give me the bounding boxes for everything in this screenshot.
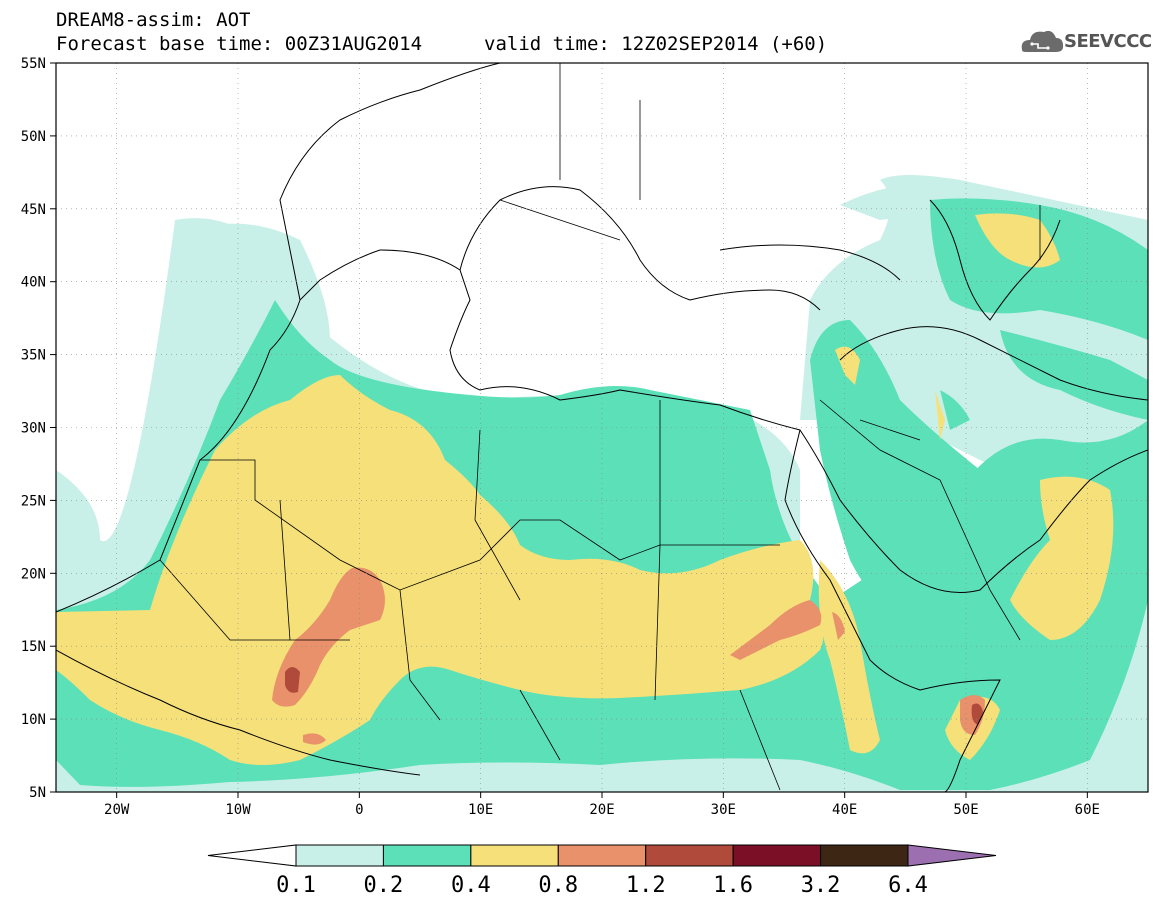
colorbar-level-label: 0.1 (276, 873, 316, 898)
colorbar-high-extension (907, 844, 997, 867)
colorbar-level-label: 0.4 (450, 873, 491, 898)
lat-tick-label: 35N (21, 348, 46, 364)
lon-tick-label: 10W (225, 802, 251, 818)
colorbar-level-label: 1.2 (625, 873, 666, 898)
valid-time: valid time: 12Z02SEP2014 (+60) (484, 33, 828, 55)
lon-ticks: 20W 10W 0 10E 20E 30E 40E 50E 60E (104, 792, 1100, 818)
colorbar-level-label: 6.4 (888, 873, 928, 898)
lon-tick-label: 0 (355, 802, 363, 818)
seevccc-logo-text: SEEVCCC (1064, 31, 1152, 52)
lon-tick-label: 20E (589, 802, 614, 818)
lon-tick-label: 20W (104, 802, 130, 818)
lat-tick-label: 55N (21, 56, 46, 72)
colorbar-bin (732, 844, 822, 867)
lat-tick-label: 10N (21, 712, 46, 728)
colorbar-level-label: 0.2 (363, 873, 404, 898)
coastlines (56, 63, 1148, 792)
colorbar-bin (295, 844, 384, 867)
lat-tick-label: 5N (29, 785, 46, 801)
lon-tick-label: 30E (711, 802, 736, 818)
aot-level-1.2 (285, 667, 983, 725)
colorbar-bin (557, 844, 647, 867)
colorbar-level-label: 1.6 (713, 873, 754, 898)
colorbar-level-label: 3.2 (800, 873, 841, 898)
colorbar-bin (645, 844, 734, 867)
lat-tick-label: 30N (21, 421, 46, 437)
forecast-base-time: Forecast base time: 00Z31AUG2014 (56, 33, 423, 55)
lat-tick-label: 15N (21, 639, 46, 655)
lon-tick-label: 50E (953, 802, 978, 818)
colorbar-low-extension (207, 844, 297, 867)
lat-tick-label: 20N (21, 566, 46, 582)
colorbar-bin (470, 844, 559, 867)
lat-tick-label: 25N (21, 493, 46, 509)
colorbar-level-label: 0.8 (538, 873, 579, 898)
aot-level-0.4 (56, 213, 1114, 765)
aot-level-0.8 (272, 567, 985, 745)
country-borders (159, 63, 1041, 791)
aot-fields (56, 175, 1148, 792)
lon-tick-label: 60E (1075, 802, 1100, 818)
lon-tick-label: 40E (832, 802, 857, 818)
colorbar-bin (382, 844, 472, 867)
colorbar-bin (820, 844, 909, 867)
lat-tick-label: 45N (21, 202, 46, 218)
colorbar (207, 844, 997, 867)
lat-tick-label: 40N (21, 275, 46, 291)
lat-tick-label: 50N (21, 129, 46, 145)
cloud-logo-icon (1021, 30, 1064, 52)
lat-ticks: 5N 10N 15N 20N 25N 30N 35N 40N 45N 50N 55N (21, 56, 56, 801)
map-title: DREAM8-assim: AOT (56, 9, 251, 31)
lon-tick-label: 10E (468, 802, 493, 818)
